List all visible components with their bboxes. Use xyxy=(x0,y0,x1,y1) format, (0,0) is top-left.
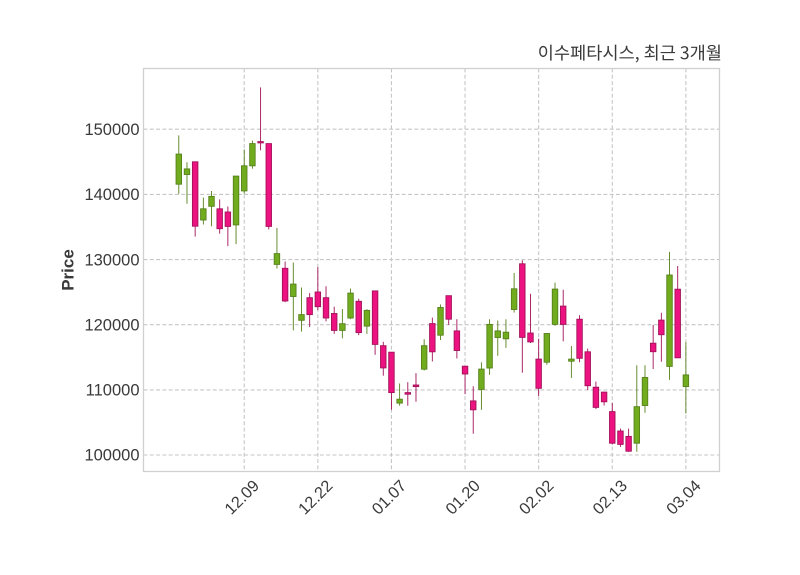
svg-text:140000: 140000 xyxy=(84,186,139,204)
svg-text:01.07: 01.07 xyxy=(369,477,411,519)
svg-text:110000: 110000 xyxy=(86,382,140,400)
svg-text:Price: Price xyxy=(59,249,78,291)
svg-text:150000: 150000 xyxy=(84,121,139,139)
svg-text:01.20: 01.20 xyxy=(442,477,484,519)
svg-text:03.04: 03.04 xyxy=(663,477,705,519)
svg-text:120000: 120000 xyxy=(84,316,139,334)
svg-text:02.13: 02.13 xyxy=(589,477,631,519)
svg-text:02.02: 02.02 xyxy=(516,477,558,519)
svg-text:12.22: 12.22 xyxy=(295,477,337,519)
svg-text:130000: 130000 xyxy=(84,251,139,269)
svg-text:100000: 100000 xyxy=(84,447,139,465)
svg-text:12.09: 12.09 xyxy=(221,477,263,519)
